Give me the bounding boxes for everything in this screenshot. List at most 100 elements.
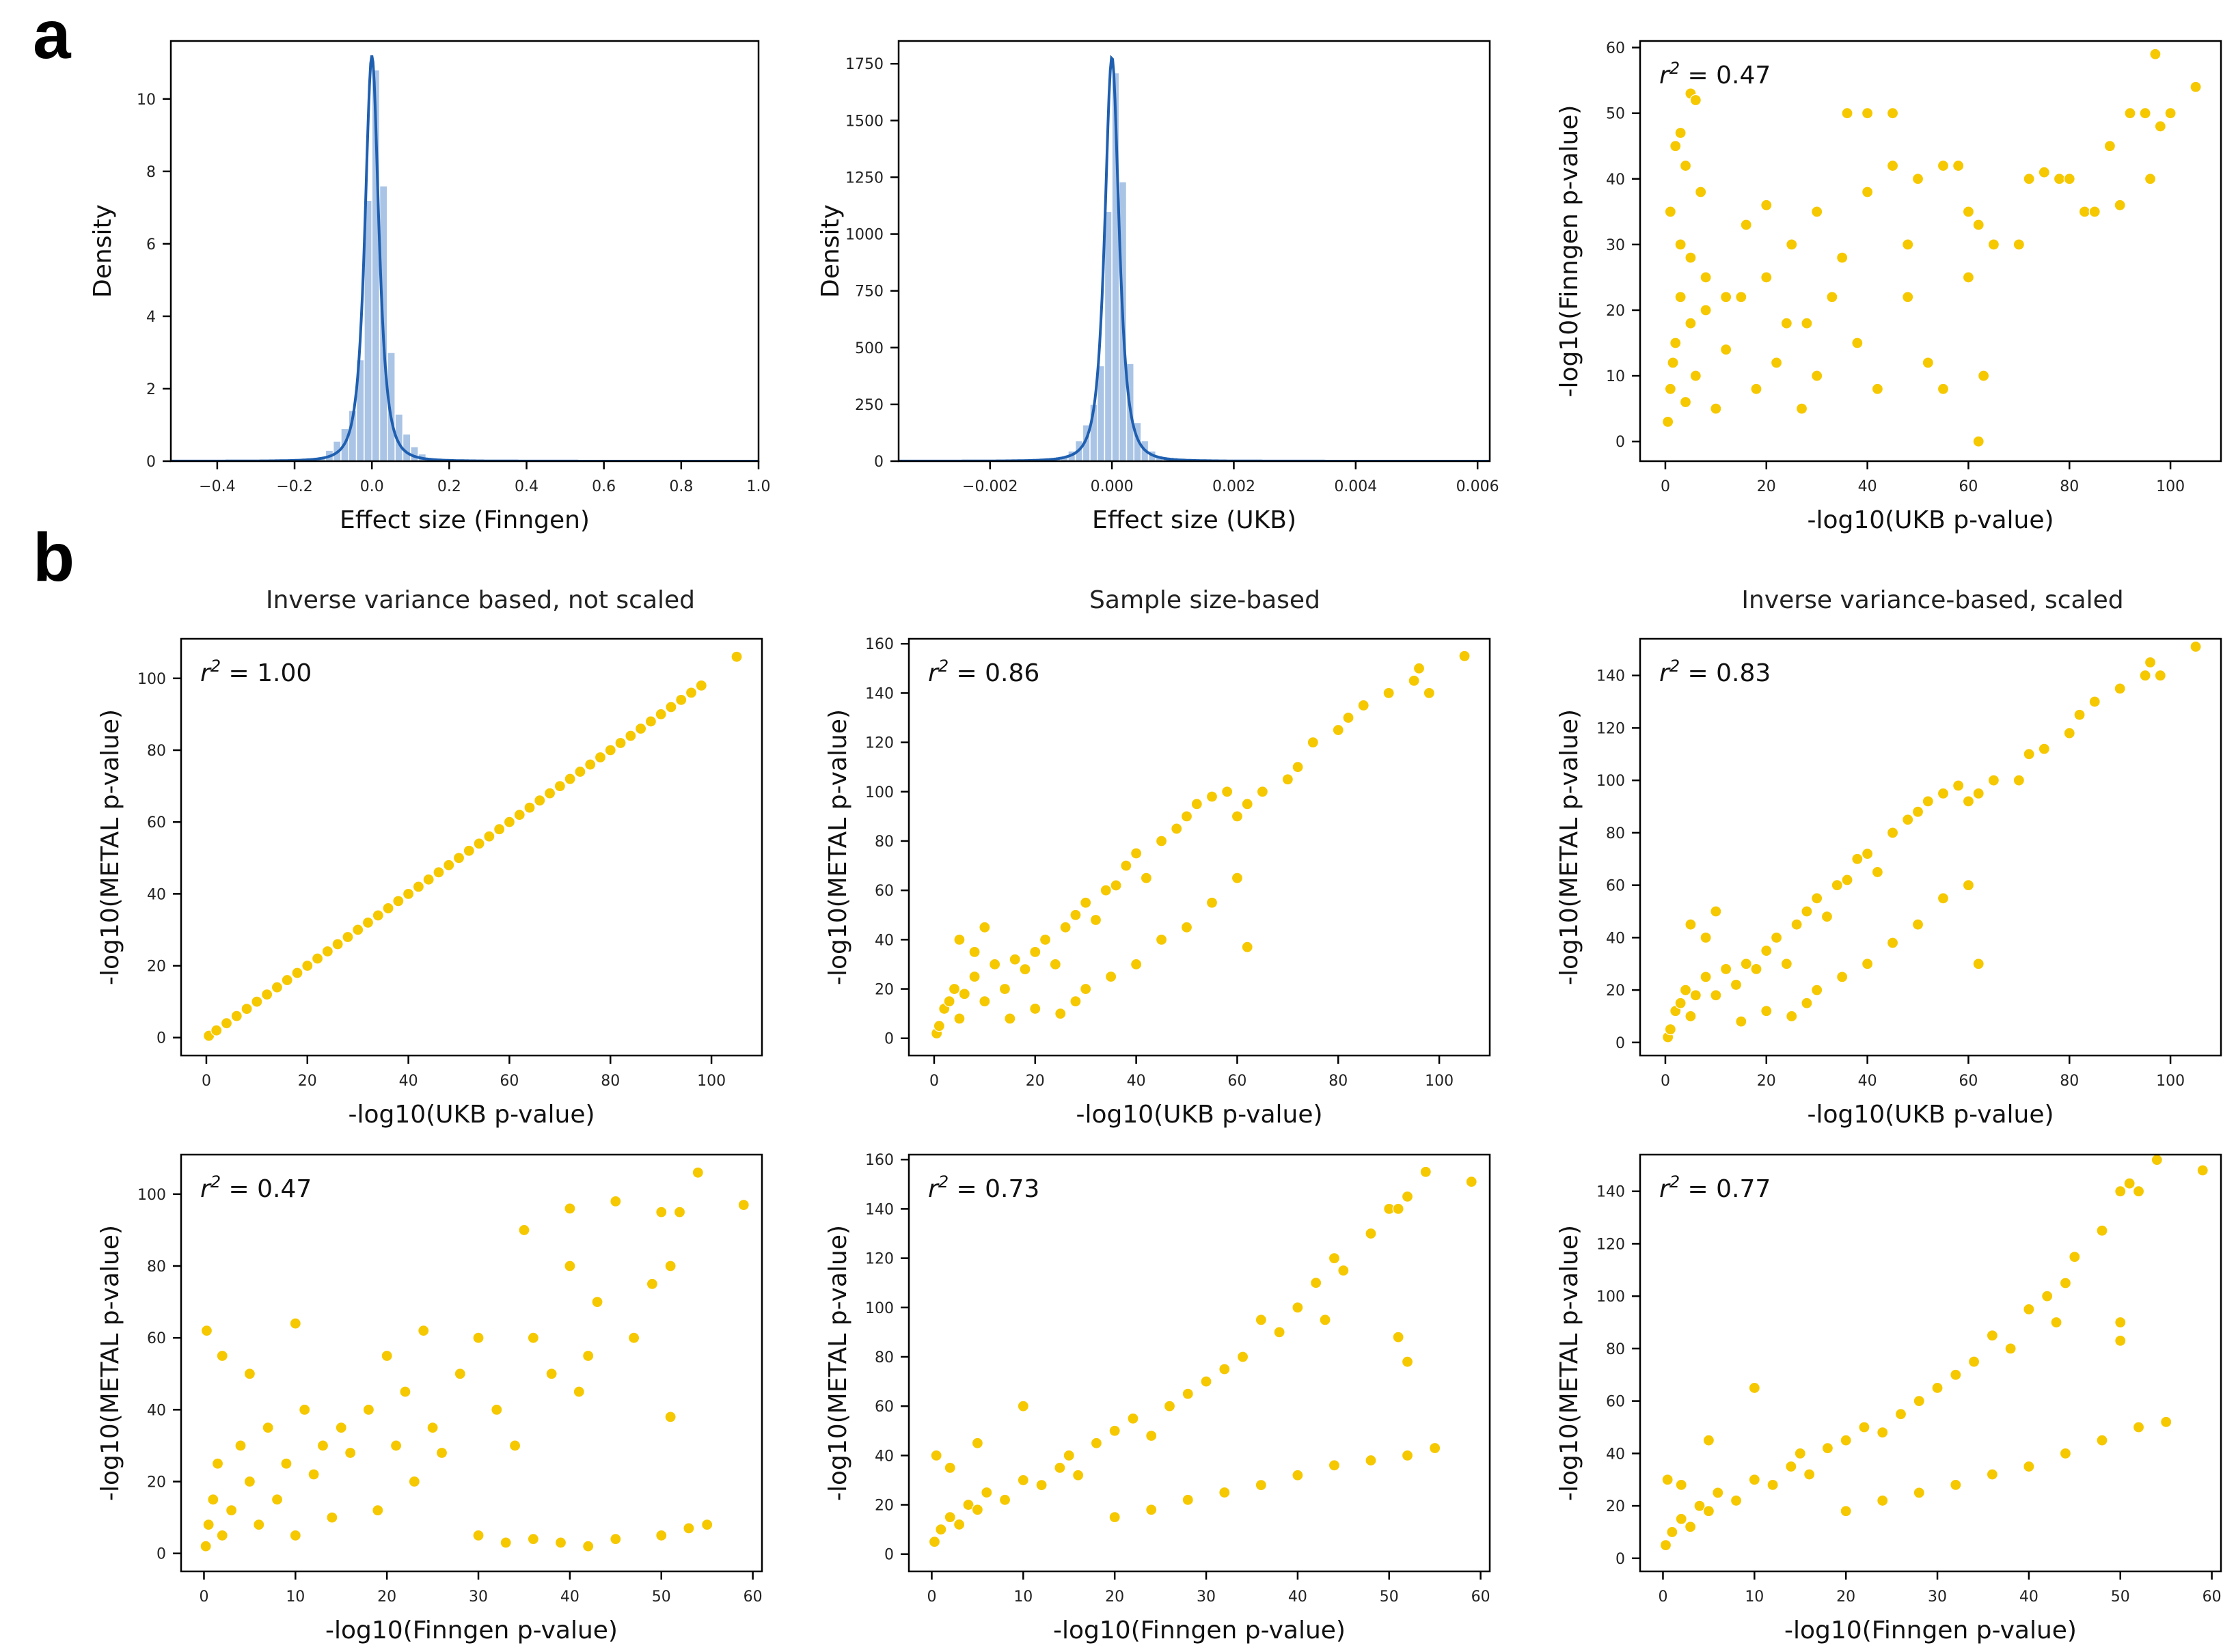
scatter-point bbox=[452, 852, 465, 864]
scatter-point bbox=[1836, 971, 1849, 983]
y-tick-label: 0 bbox=[1615, 1035, 1625, 1052]
scatter-point bbox=[426, 1422, 439, 1434]
kde-curve bbox=[171, 55, 759, 461]
scatter-point bbox=[1423, 687, 1435, 700]
histogram-bar bbox=[387, 352, 396, 461]
scatter-point bbox=[534, 795, 546, 807]
scatter-point bbox=[635, 722, 647, 735]
scatter-point bbox=[1760, 1005, 1773, 1017]
y-tick-label: 100 bbox=[137, 1187, 166, 1204]
r2-annotation: r2 = 0.77 bbox=[1659, 1172, 1771, 1203]
scatter-point bbox=[1675, 1478, 1687, 1491]
scatter-point bbox=[2038, 166, 2050, 178]
scatter-point bbox=[1740, 958, 1752, 970]
y-tick-label: 0 bbox=[884, 1031, 894, 1048]
scatter-point bbox=[1962, 879, 1975, 892]
scatter-point bbox=[933, 1020, 945, 1032]
y-tick-label: 100 bbox=[137, 671, 166, 688]
y-tick-label: 160 bbox=[865, 1152, 894, 1169]
histogram-bar bbox=[1104, 210, 1113, 461]
y-tick-label: 1000 bbox=[845, 227, 884, 244]
scatter-point bbox=[408, 1475, 420, 1488]
scatter-point bbox=[301, 959, 314, 972]
scatter-point bbox=[1090, 1437, 1103, 1449]
scatter-point bbox=[1231, 810, 1244, 823]
scatter-point bbox=[1710, 402, 1722, 415]
scatter-point bbox=[1365, 1454, 1377, 1467]
scatter-point bbox=[968, 970, 981, 983]
scatter-point bbox=[989, 958, 1001, 971]
scatter-point bbox=[1841, 107, 1853, 120]
r2-annotation: r2 = 0.83 bbox=[1659, 657, 1771, 687]
scatter-point bbox=[1039, 933, 1052, 946]
y-tick-label: 1500 bbox=[845, 113, 884, 130]
x-tick-label: 1.0 bbox=[747, 478, 771, 495]
scatter-point bbox=[1310, 1277, 1322, 1289]
scatter-point bbox=[1180, 810, 1193, 823]
scatter-point bbox=[433, 866, 445, 879]
scatter-point bbox=[1780, 958, 1792, 970]
scatter-point bbox=[220, 1017, 233, 1030]
scatter-point bbox=[1811, 206, 1823, 218]
y-tick-label: 20 bbox=[1606, 1498, 1625, 1515]
scatter-point bbox=[1182, 1493, 1194, 1506]
scatter-point bbox=[1902, 291, 1914, 303]
scatter-point bbox=[1669, 140, 1682, 152]
scatter-point bbox=[2023, 1303, 2035, 1315]
r2-annotation: r2 = 0.73 bbox=[928, 1172, 1039, 1203]
scatter-point bbox=[1100, 884, 1112, 896]
scatter-point bbox=[289, 1317, 301, 1330]
marks-b3 bbox=[1662, 640, 2202, 1043]
x-tick-label: 100 bbox=[697, 1073, 726, 1090]
scatter-point bbox=[1902, 238, 1914, 251]
scatter-point bbox=[1679, 159, 1692, 172]
scatter-point bbox=[1803, 1468, 1816, 1481]
scatter-point bbox=[1465, 1176, 1477, 1188]
plot-frame bbox=[180, 1153, 763, 1573]
scatter-point bbox=[1689, 94, 1702, 107]
y-tick-label: 40 bbox=[147, 886, 166, 903]
y-tick-label: 140 bbox=[1596, 1184, 1625, 1201]
scatter-point bbox=[281, 974, 293, 987]
scatter-point bbox=[953, 1518, 966, 1531]
scatter-point bbox=[554, 1537, 567, 1549]
y-tick-label: 20 bbox=[147, 1474, 166, 1491]
plot-frame bbox=[1639, 637, 2222, 1057]
scatter-point bbox=[1785, 1460, 1797, 1473]
scatter-point bbox=[1886, 107, 1899, 120]
r2-symbol: r bbox=[200, 1175, 212, 1203]
y-axis-label: Density bbox=[817, 204, 845, 298]
y-tick-label: 20 bbox=[875, 982, 894, 999]
scatter-point bbox=[695, 679, 707, 691]
scatter-point bbox=[1911, 173, 1924, 185]
x-tick-label: 100 bbox=[1425, 1073, 1454, 1090]
x-axis-label: -log10(Finngen p-value) bbox=[1784, 1616, 2077, 1644]
scatter-point bbox=[644, 715, 657, 728]
x-tick-label: 80 bbox=[601, 1073, 620, 1090]
scatter-point bbox=[1365, 1227, 1377, 1240]
x-tick-label: 30 bbox=[1928, 1588, 1947, 1606]
y-tick-label: 10 bbox=[137, 92, 156, 109]
r2-equals: = bbox=[221, 1175, 257, 1203]
scatter-point bbox=[1458, 650, 1471, 662]
scatter-point bbox=[1748, 1474, 1760, 1486]
scatter-point bbox=[655, 708, 667, 721]
scatter-point bbox=[500, 1537, 512, 1549]
scatter-point bbox=[472, 1529, 485, 1542]
r2-superscript: 2 bbox=[210, 1172, 221, 1192]
scatter-point bbox=[271, 1493, 284, 1506]
scatter-point bbox=[1937, 787, 1950, 799]
y-axis-label: -log10(Finngen p-value) bbox=[1555, 105, 1583, 398]
x-tick-label: 0 bbox=[202, 1073, 211, 1090]
scatter-point bbox=[207, 1493, 219, 1506]
scatter-point bbox=[1674, 997, 1687, 1009]
scatter-point bbox=[2154, 120, 2166, 133]
scatter-point bbox=[2078, 206, 2091, 218]
scatter-point bbox=[372, 1504, 384, 1517]
r2-equals: = bbox=[949, 1175, 985, 1203]
scatter-point bbox=[564, 1202, 576, 1215]
scatter-point bbox=[1035, 1479, 1048, 1491]
y-tick-label: 120 bbox=[865, 1251, 894, 1268]
scatter-point bbox=[1241, 798, 1253, 810]
y-tick-label: 10 bbox=[1606, 368, 1625, 385]
